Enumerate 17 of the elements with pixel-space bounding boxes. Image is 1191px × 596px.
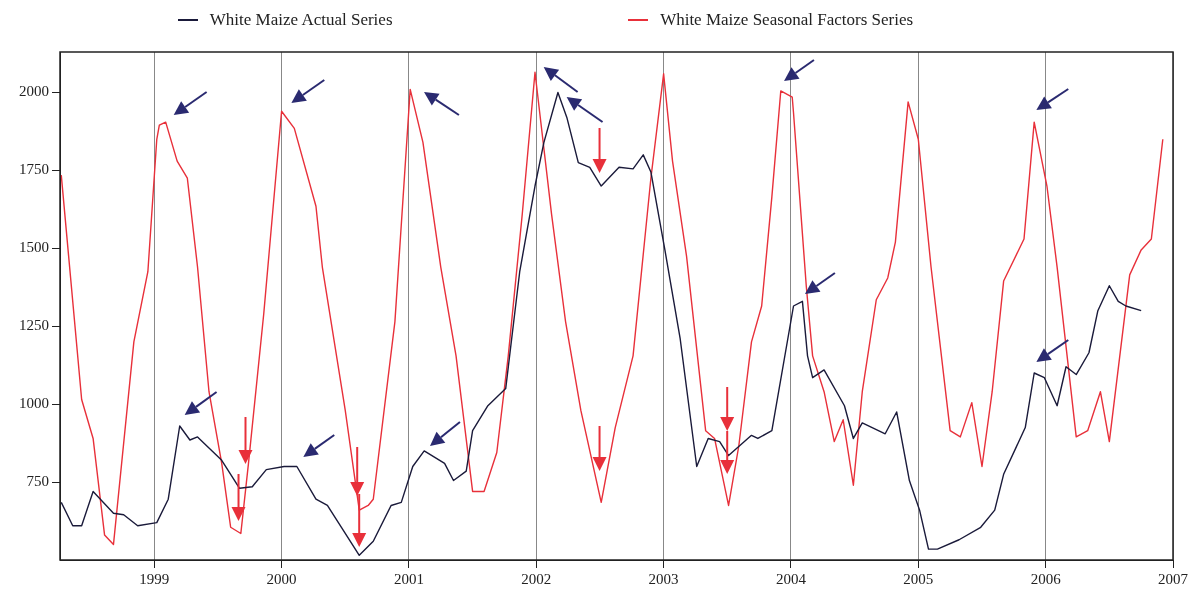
x-tick-label: 2004 bbox=[775, 570, 807, 587]
y-tick-label: 1250 bbox=[19, 317, 49, 334]
x-tick-label: 2007 bbox=[1158, 570, 1189, 587]
x-tick-label: 2001 bbox=[393, 570, 424, 587]
y-tick-label: 1000 bbox=[19, 395, 49, 412]
x-tick-label: 2000 bbox=[266, 570, 297, 587]
y-tick-label: 750 bbox=[26, 473, 49, 490]
legend-label: White Maize Actual Series bbox=[209, 10, 393, 30]
legend-label: White Maize Seasonal Factors Series bbox=[660, 10, 914, 30]
y-tick-label: 1500 bbox=[19, 239, 49, 256]
x-tick-label: 2005 bbox=[903, 570, 934, 587]
x-tick-label: 2002 bbox=[521, 570, 552, 587]
x-tick-label: 2006 bbox=[1030, 570, 1062, 587]
x-tick-label: 2003 bbox=[648, 570, 679, 587]
y-tick-label: 2000 bbox=[19, 83, 49, 100]
x-tick-label: 1999 bbox=[139, 570, 170, 587]
y-tick-label: 1750 bbox=[19, 161, 49, 178]
